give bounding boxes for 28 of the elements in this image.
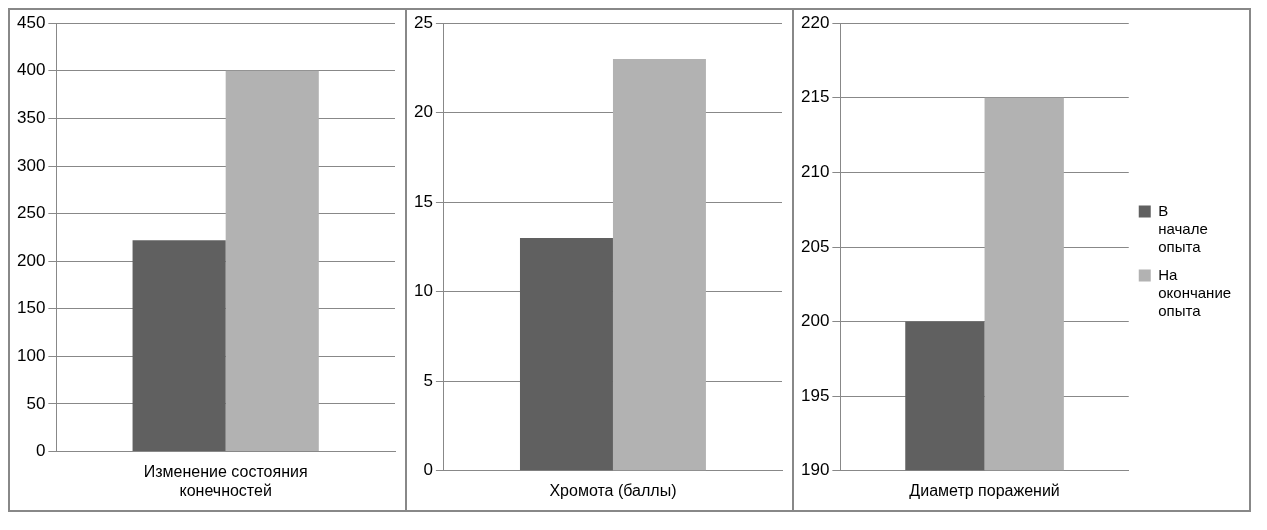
y-tick-label: 200 xyxy=(800,311,830,331)
x-tick-label: Изменение состояния конечностей xyxy=(143,462,308,499)
y-tick-label: 15 xyxy=(413,191,433,211)
y-tick-label: 220 xyxy=(800,12,830,32)
y-tick-label: 50 xyxy=(26,393,46,413)
y-tick-label: 100 xyxy=(16,346,46,366)
y-tick-label: 450 xyxy=(16,12,46,32)
y-tick-label: 5 xyxy=(423,370,433,390)
y-tick-label: 300 xyxy=(16,155,46,175)
y-tick-label: 210 xyxy=(800,162,830,182)
x-tick-label: Диаметр поражений xyxy=(909,481,1060,499)
y-tick-label: 215 xyxy=(800,87,830,107)
y-tick-label: 20 xyxy=(413,102,433,122)
y-tick-label: 400 xyxy=(16,60,46,80)
y-tick-label: 195 xyxy=(800,385,830,405)
y-tick-label: 10 xyxy=(413,281,433,301)
y-tick-label: 205 xyxy=(800,236,830,256)
x-tick-label: Хромота (баллы) xyxy=(549,481,677,499)
y-tick-label: 200 xyxy=(16,250,46,270)
y-tick-label: 190 xyxy=(800,460,830,480)
legend-label: На окончание опыта xyxy=(1158,265,1232,319)
y-tick-label: 350 xyxy=(16,108,46,128)
y-tick-label: 250 xyxy=(16,203,46,223)
y-tick-label: 150 xyxy=(16,298,46,318)
y-tick-label: 25 xyxy=(413,12,433,32)
y-tick-label: 0 xyxy=(35,441,46,461)
y-tick-label: 0 xyxy=(423,460,433,480)
legend-label: В начале опыта xyxy=(1158,201,1208,255)
